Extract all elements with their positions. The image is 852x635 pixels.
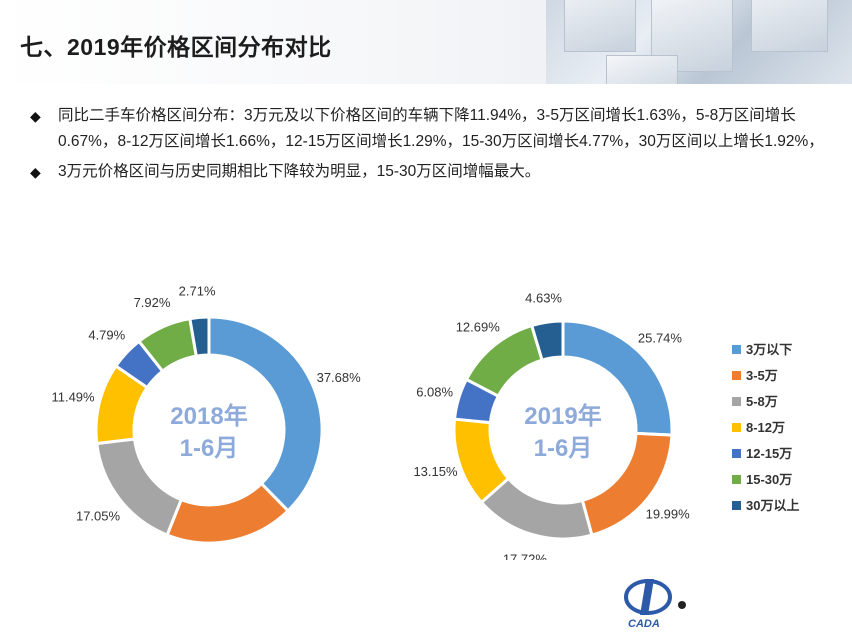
donut-chart-1: 37.68%18.36%17.05%11.49%4.79%7.92%2.71%2…: [51, 284, 362, 545]
cada-logo-icon: CADA: [624, 579, 686, 630]
bullet-text: 3万元价格区间与历史同期相比下降较为明显，15-30万区间增幅最大。: [58, 163, 541, 180]
legend-entry-label: 15-30万: [746, 472, 792, 487]
legend-entry-label: 8-12万: [746, 420, 785, 435]
donut-slice: [207, 315, 324, 513]
logo-text: CADA: [628, 618, 660, 630]
slice-data-label: 37.68%: [317, 370, 362, 385]
slice-data-label: 12.69%: [456, 320, 501, 335]
legend-swatch: [732, 501, 741, 510]
legend-swatch: [732, 475, 741, 484]
bullet-item: ◆ 3万元价格区间与历史同期相比下降较为明显，15-30万区间增幅最大。: [30, 159, 830, 185]
donut-center-label: 2019年: [524, 402, 601, 430]
donut-slice: [188, 315, 211, 358]
donut-center-label: 2018年: [170, 402, 247, 430]
bullet-text: 同比二手车价格区间分布：3万元及以下价格区间的车辆下降11.94%，3-5万区间…: [58, 107, 824, 150]
slice-data-label: 17.05%: [76, 508, 121, 523]
donut-slice: [529, 319, 565, 362]
header-banner: 七、2019年价格区间分布对比: [0, 0, 852, 84]
chart-legend: 3万以下 3-5万 5-8万 8-12万 12-15万 15-30万 30万以上: [732, 342, 799, 513]
legend-swatch: [732, 345, 741, 354]
legend-entry-label: 12-15万: [746, 446, 792, 461]
legend-swatch: [732, 397, 741, 406]
donut-center-label: 1-6月: [180, 435, 239, 462]
donut-charts: 37.68%18.36%17.05%11.49%4.79%7.92%2.71%2…: [51, 284, 799, 560]
bullet-list: ◆ 同比二手车价格区间分布：3万元及以下价格区间的车辆下降11.94%，3-5万…: [30, 103, 830, 189]
slice-data-label: 25.74%: [638, 330, 683, 345]
slice-data-label: 17.72%: [503, 551, 548, 560]
donut-slice: [464, 323, 544, 399]
diamond-bullet-icon: ◆: [30, 164, 41, 180]
slice-data-label: 2.71%: [179, 284, 216, 299]
legend-entry-label: 30万以上: [746, 498, 799, 513]
diamond-bullet-icon: ◆: [30, 108, 41, 124]
bullet-item: ◆ 同比二手车价格区间分布：3万元及以下价格区间的车辆下降11.94%，3-5万…: [30, 103, 830, 155]
legend-entry-label: 3万以下: [746, 342, 792, 357]
legend-entry-label: 3-5万: [746, 368, 778, 383]
header-decoration-image: [546, 0, 852, 84]
donut-chart-2: 25.74% 19.99% 17.72% 13.15% 6.08% 12.69% 4.63%…: [413, 290, 690, 560]
slice-data-label: 4.79%: [88, 327, 125, 342]
donut-center-label: 1-6月: [534, 435, 593, 462]
slice-data-label: 6.08%: [416, 384, 453, 399]
legend-swatch: [732, 423, 741, 432]
legend-swatch: [732, 371, 741, 380]
slice-data-label: 7.92%: [134, 295, 171, 310]
legend-entry-label: 5-8万: [746, 394, 778, 409]
slice-data-label: 19.99%: [646, 507, 691, 522]
legend-swatch: [732, 449, 741, 458]
slice-data-label: 11.49%: [51, 390, 95, 405]
donut-slice: [165, 481, 291, 545]
slice-data-label: 4.63%: [525, 290, 562, 305]
page-title: 七、2019年价格区间分布对比: [20, 34, 332, 60]
slice-data-label: 13.15%: [413, 464, 458, 479]
